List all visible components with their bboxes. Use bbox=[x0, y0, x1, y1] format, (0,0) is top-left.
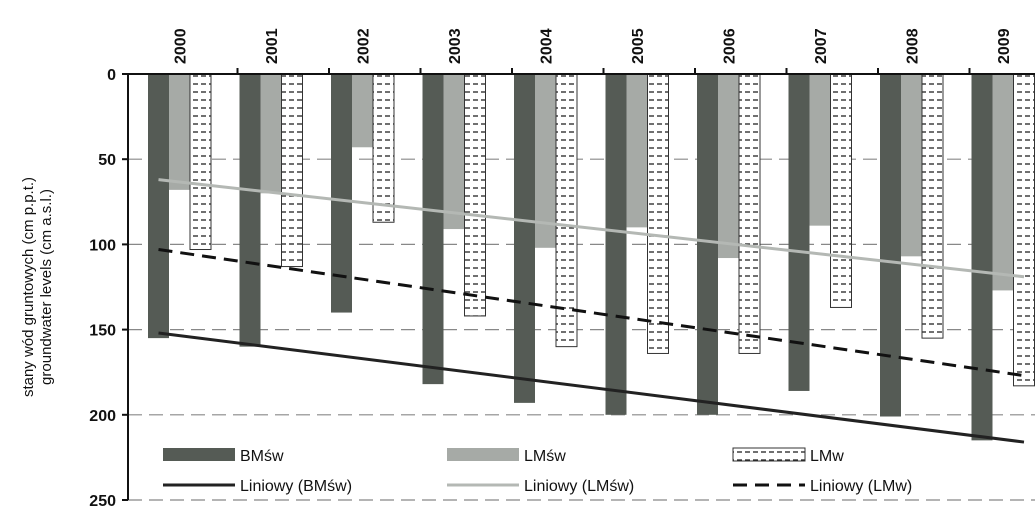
bar-LMw-2004 bbox=[555, 73, 578, 348]
y-tick-label-150: 150 bbox=[89, 323, 116, 340]
x-tick-label-2004: 2004 bbox=[539, 28, 556, 64]
bar-LMw-2005 bbox=[647, 73, 669, 354]
bar-LMw-2006 bbox=[738, 73, 761, 354]
bar-BMśw-2005 bbox=[605, 74, 627, 415]
bar-LMśw-2000 bbox=[169, 74, 190, 190]
legend-label-LMw: LMw bbox=[810, 448, 844, 465]
x-tick-label-2001: 2001 bbox=[264, 28, 281, 64]
bar-BMśw-2006 bbox=[697, 74, 718, 415]
bar-BMśw-2002 bbox=[331, 74, 352, 313]
bar-BMśw-2008 bbox=[880, 74, 901, 417]
legend: BMśw LMśw LMw Liniowy (BMśw) Liniowy (LMśw) L… bbox=[163, 447, 912, 495]
y-tick-label-200: 200 bbox=[89, 408, 116, 425]
x-tick-label-2009: 2009 bbox=[996, 28, 1013, 64]
bar-LMw-2003 bbox=[464, 73, 486, 317]
bar-BMśw-2001 bbox=[239, 74, 261, 347]
y-axis-title: stany wód gruntowych (cm p.p.t.) groundwa… bbox=[20, 177, 55, 397]
axes: 0 50 100 150 200 250 2000 2001 2002 2003 2004 2005 2… bbox=[89, 28, 1035, 510]
legend-label-BMśw: BMśw bbox=[240, 448, 284, 465]
trendlines bbox=[158, 178, 1025, 444]
bar-LMśw-2002 bbox=[352, 74, 373, 148]
trendline-1 bbox=[158, 178, 1025, 279]
x-tick-label-2007: 2007 bbox=[813, 28, 830, 64]
bar-LMśw-2006 bbox=[718, 74, 739, 259]
trendline-2 bbox=[158, 248, 1025, 378]
bar-LMśw-2008 bbox=[901, 74, 922, 257]
legend-swatch-LMśw bbox=[447, 448, 519, 461]
bar-LMśw-2003 bbox=[443, 74, 465, 230]
bar-LMw-2001 bbox=[281, 73, 303, 268]
legend-label-trend-0: Liniowy (BMśw) bbox=[240, 478, 352, 495]
bar-LMśw-2001 bbox=[260, 74, 282, 194]
legend-swatch-LMw bbox=[732, 447, 806, 462]
trendline-0 bbox=[158, 331, 1025, 444]
x-tick-label-2002: 2002 bbox=[356, 28, 373, 64]
bar-LMśw-2005 bbox=[626, 74, 648, 228]
y-axis-title-line-1: groundwater levels (cm a.s.l.) bbox=[38, 189, 55, 385]
legend-swatch-BMśw bbox=[163, 448, 235, 461]
y-axis-title-line-0: stany wód gruntowych (cm p.p.t.) bbox=[20, 177, 37, 397]
bar-BMśw-2007 bbox=[788, 74, 810, 391]
bar-BMśw-2009 bbox=[971, 74, 993, 441]
y-tick-label-250: 250 bbox=[89, 493, 116, 510]
bars bbox=[148, 73, 1035, 441]
bar-LMśw-2007 bbox=[809, 74, 831, 226]
bar-BMśw-2003 bbox=[422, 74, 444, 385]
y-tick-label-50: 50 bbox=[98, 152, 116, 169]
y-tick-label-100: 100 bbox=[89, 237, 116, 254]
y-tick-label-0: 0 bbox=[107, 67, 116, 84]
legend-label-LMśw: LMśw bbox=[524, 448, 566, 465]
bar-LMw-2002 bbox=[372, 73, 395, 223]
bar-LMśw-2009 bbox=[992, 74, 1014, 291]
bar-LMw-2000 bbox=[189, 73, 212, 251]
bar-BMśw-2004 bbox=[514, 74, 535, 403]
x-tick-label-2000: 2000 bbox=[173, 28, 190, 64]
legend-label-trend-1: Liniowy (LMśw) bbox=[524, 478, 634, 495]
x-tick-label-2005: 2005 bbox=[630, 28, 647, 64]
bar-LMw-2008 bbox=[921, 73, 944, 339]
x-tick-label-2008: 2008 bbox=[905, 28, 922, 64]
bar-LMw-2007 bbox=[830, 73, 852, 308]
legend-label-trend-2: Liniowy (LMw) bbox=[810, 478, 912, 495]
x-tick-label-2006: 2006 bbox=[722, 28, 739, 64]
bar-LMw-2009 bbox=[1013, 73, 1035, 387]
bar-BMśw-2000 bbox=[148, 74, 169, 339]
bar-LMśw-2004 bbox=[535, 74, 556, 248]
x-tick-label-2003: 2003 bbox=[447, 28, 464, 64]
